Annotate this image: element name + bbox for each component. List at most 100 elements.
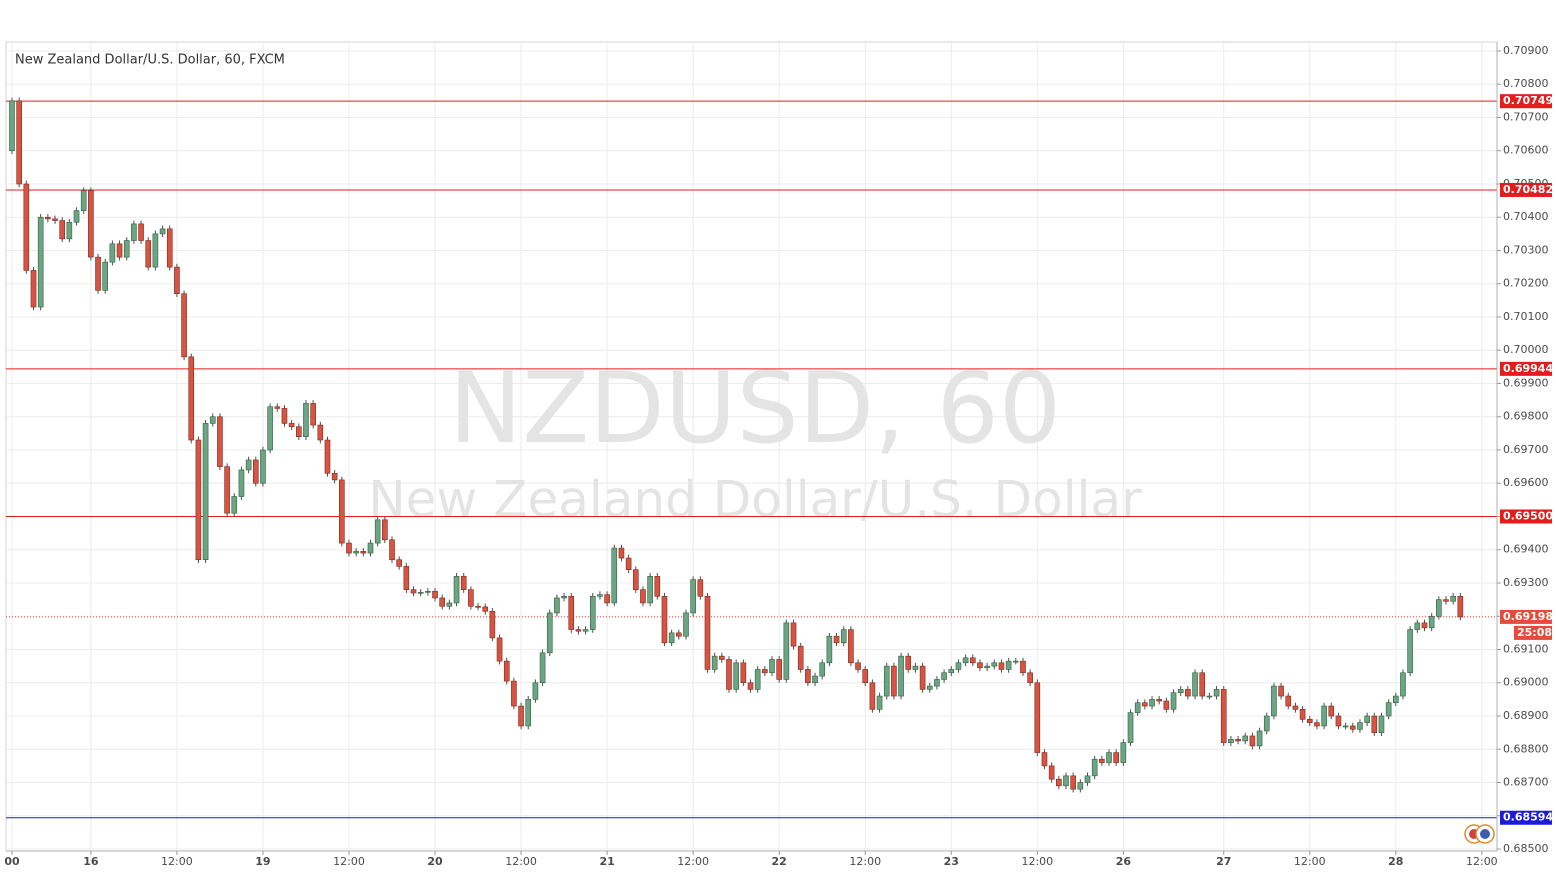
level-label: 0.70482 — [1503, 183, 1553, 196]
candle-body — [310, 403, 316, 426]
candle-body — [88, 190, 94, 258]
candle-body — [1328, 705, 1335, 717]
candle-body — [95, 256, 101, 291]
y-tick-label: 0.69800 — [1503, 410, 1549, 423]
y-tick-label: 0.70800 — [1503, 77, 1549, 90]
candle-body — [1170, 692, 1177, 710]
candle-body — [848, 629, 854, 664]
candle-body — [1106, 752, 1112, 763]
candle-body — [912, 665, 919, 670]
candle-body — [188, 356, 195, 441]
candle-body — [1271, 685, 1277, 717]
candle-body — [1436, 599, 1442, 617]
x-tick-label: 12:00 — [1294, 855, 1326, 868]
y-tick-label: 0.70200 — [1503, 277, 1549, 290]
grid — [6, 42, 1497, 851]
candle-body — [317, 424, 324, 441]
x-tick-label: 27 — [1216, 855, 1231, 868]
candle-body — [1056, 778, 1062, 787]
candle-body — [647, 576, 653, 604]
candle-body — [1314, 722, 1320, 727]
candle-body — [977, 662, 983, 669]
candle-body — [295, 426, 302, 437]
candle-body — [955, 662, 962, 670]
level-label: 0.69944 — [1503, 362, 1553, 375]
candle-body — [374, 519, 381, 544]
x-tick-label: 12:00 — [677, 855, 709, 868]
candle-body — [1235, 738, 1241, 742]
candle-body — [252, 459, 259, 484]
candle-body — [389, 539, 395, 561]
candle-body — [833, 635, 840, 644]
candle-body — [489, 610, 496, 639]
level-box — [1500, 94, 1552, 109]
candle-body — [855, 662, 861, 670]
candle-body — [1027, 672, 1033, 684]
candle-body — [360, 551, 367, 554]
candle-body — [589, 595, 596, 630]
y-tick-label: 0.68900 — [1503, 709, 1549, 722]
candle-body — [503, 660, 510, 682]
candle-body — [281, 408, 288, 424]
candle-body — [726, 659, 732, 690]
candle-body — [1306, 719, 1313, 723]
y-tick-label: 0.68700 — [1503, 776, 1549, 789]
level-box — [1500, 810, 1552, 825]
y-tick-label: 0.70400 — [1503, 210, 1549, 223]
candle-body — [869, 682, 876, 710]
candle-body — [1034, 682, 1041, 753]
x-tick-label: 23 — [944, 855, 959, 868]
candle-body — [288, 423, 295, 428]
candle-body — [891, 665, 897, 697]
candle-body — [676, 632, 682, 637]
y-tick-label: 0.69900 — [1503, 376, 1549, 389]
candle-body — [640, 589, 646, 604]
candle-body — [776, 659, 782, 680]
candle-body — [403, 566, 410, 590]
candle-body — [468, 589, 474, 607]
candle-body — [582, 629, 589, 632]
candle-body — [1407, 629, 1413, 674]
candle-body — [683, 612, 689, 637]
candle-body — [1342, 725, 1349, 728]
candle-body — [1177, 689, 1184, 694]
candle-body — [209, 416, 216, 424]
y-tick-label: 0.69600 — [1503, 476, 1549, 489]
x-tick-label: 12:00 — [505, 855, 537, 868]
chart-title: New Zealand Dollar/U.S. Dollar, 60, FXCM — [15, 53, 285, 68]
candle-body — [367, 542, 374, 554]
y-tick-label: 0.70700 — [1503, 110, 1549, 123]
candle-body — [704, 595, 711, 670]
candle-body — [668, 632, 675, 644]
candle-body — [1084, 775, 1091, 783]
level-label: 0.70749 — [1503, 94, 1553, 107]
candle-body — [1005, 660, 1012, 670]
y-tick-label: 0.70100 — [1503, 310, 1549, 323]
candle-body — [790, 622, 797, 647]
candle-body — [919, 665, 926, 690]
candle-body — [532, 682, 539, 700]
candle-body — [1349, 725, 1356, 730]
candle-body — [840, 629, 847, 644]
price-labels: 0.70749 0.70482 0.69944 0.69500 0.68594 0.691… — [1500, 94, 1553, 825]
candle-body — [934, 679, 940, 687]
x-tick-label: 28 — [1388, 855, 1403, 868]
candle-body — [1421, 622, 1428, 629]
x-tick-label: 20 — [427, 855, 443, 868]
y-tick-label: 0.69700 — [1503, 443, 1549, 456]
candle-body — [604, 594, 610, 604]
watermark-subtitle: New Zealand Dollar/U.S. Dollar — [368, 471, 1142, 529]
candle-body — [1134, 702, 1141, 713]
candle-body — [52, 218, 58, 221]
candle-body — [561, 595, 567, 599]
candle-body — [1192, 672, 1198, 697]
candle-body — [1127, 712, 1134, 743]
candle-body — [1242, 735, 1249, 742]
candle-body — [740, 662, 747, 684]
candle-body — [876, 695, 883, 710]
candle-body — [998, 662, 1005, 670]
candle-body — [991, 662, 998, 667]
y-tick-label: 0.70000 — [1503, 343, 1549, 356]
candles — [9, 97, 1464, 793]
